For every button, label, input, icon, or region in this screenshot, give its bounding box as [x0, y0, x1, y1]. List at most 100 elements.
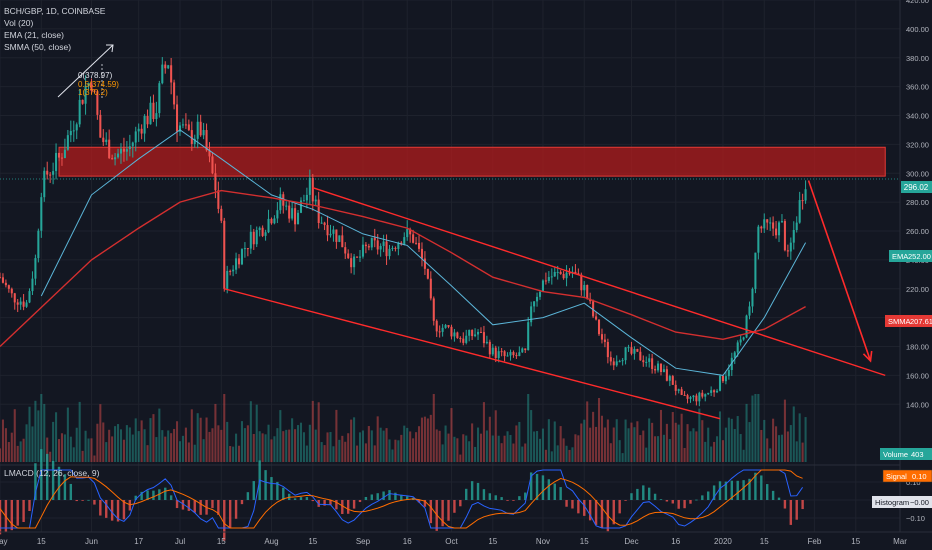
candle-body: [562, 273, 565, 279]
volume-bar: [99, 404, 102, 462]
histogram-bar: [63, 474, 67, 500]
candle-body: [686, 395, 689, 399]
histogram-bar: [665, 500, 669, 502]
histogram-bar: [323, 500, 326, 506]
candle-body: [769, 222, 772, 224]
volume-bar: [31, 426, 34, 462]
histogram-bar: [46, 453, 49, 500]
volume-bar: [297, 425, 300, 462]
volume-bar: [358, 432, 362, 462]
candle-body: [474, 334, 477, 337]
candle-body: [772, 222, 775, 229]
volume-bar: [447, 433, 450, 462]
volume-bar: [252, 433, 255, 462]
volume-bar: [208, 431, 211, 462]
price-tick-label: 380.00: [906, 54, 929, 63]
volume-bar: [84, 430, 87, 462]
candle-body: [55, 152, 58, 172]
smma-legend[interactable]: SMMA (50, close): [4, 42, 71, 52]
candle-body: [158, 83, 161, 114]
volume-bar: [25, 424, 28, 462]
histogram-bar: [724, 481, 728, 500]
candle-body: [10, 288, 13, 294]
volume-bar: [60, 433, 63, 462]
histogram-bar: [488, 493, 492, 500]
candle-body: [530, 306, 533, 323]
fib-label-1: 1(370.2): [78, 88, 108, 97]
histogram-bar: [152, 490, 155, 500]
volume-bar: [373, 445, 376, 462]
volume-bar: [538, 438, 542, 462]
candle-body: [193, 138, 196, 144]
volume-bar: [615, 419, 618, 462]
candle-body: [220, 208, 223, 221]
volume-bar: [751, 395, 754, 462]
candle-body: [595, 316, 598, 320]
candle-body: [152, 102, 155, 119]
price-axis[interactable]: 140.00160.00180.00200.00220.00240.00260.…: [906, 0, 929, 409]
macd-legend[interactable]: LMACD (12, 26, close, 9): [4, 468, 100, 478]
candle-body: [633, 348, 636, 354]
channel-lower-line[interactable]: [224, 288, 721, 420]
candle-body: [603, 339, 606, 342]
candle-body: [117, 153, 120, 158]
candle-body: [364, 244, 367, 247]
histogram-bar: [264, 470, 267, 500]
macd-tick-label: −0.10: [906, 514, 925, 523]
volume-bar: [686, 424, 689, 462]
volume-bar: [792, 406, 795, 462]
volume-bar: [574, 434, 577, 462]
volume-bar: [618, 440, 621, 462]
time-tick-label: 15: [580, 537, 589, 546]
candle-body: [176, 104, 179, 132]
candle-body: [615, 361, 618, 366]
candle-body: [453, 332, 456, 337]
histogram-bar: [583, 500, 586, 516]
volume-bar: [417, 426, 421, 462]
histogram-bar: [217, 500, 220, 515]
candle-body: [19, 301, 22, 305]
candle-body: [114, 157, 117, 160]
volume-bar: [217, 425, 220, 462]
channel-upper-line[interactable]: [312, 187, 886, 377]
volume-bar: [379, 427, 382, 462]
candle-body: [568, 272, 571, 274]
histogram-bar: [429, 500, 433, 524]
candle-body: [763, 219, 766, 229]
histogram-bar: [671, 500, 674, 504]
price-tick-label: 300.00: [906, 169, 929, 178]
volume-bar: [491, 435, 494, 462]
ema-legend[interactable]: EMA (21, close): [4, 30, 64, 40]
histogram-bar: [40, 449, 43, 500]
candle-body: [417, 242, 421, 249]
vol-legend[interactable]: Vol (20): [4, 18, 33, 28]
price-tick-label: 160.00: [906, 371, 929, 380]
candle-body: [420, 248, 423, 259]
time-tick-label: 16: [671, 537, 680, 546]
histogram-bar: [701, 495, 704, 500]
candle-body: [258, 227, 261, 231]
volume-bar: [512, 443, 515, 462]
histogram-bar: [364, 496, 368, 500]
histogram-bar: [636, 488, 639, 500]
volume-bar: [367, 426, 370, 462]
histogram-bar: [223, 500, 226, 541]
histogram-bar: [252, 481, 255, 500]
projection-arrow[interactable]: [807, 180, 873, 363]
candle-body: [323, 222, 326, 226]
candle-body: [264, 232, 267, 236]
candle-body: [81, 99, 84, 104]
candle-body: [804, 189, 807, 201]
time-axis[interactable]: May 15 Jun 17 Jul 15 Aug 15 Sep 16 Oct 15 Nov 15 Dec 16…: [0, 537, 907, 546]
volume-bar: [583, 419, 586, 462]
fib-label-05: 0.5(374.59): [78, 80, 119, 89]
histogram-bar: [57, 466, 61, 500]
volume-bar: [494, 410, 497, 462]
volume-bar: [739, 434, 742, 462]
candle-body: [181, 124, 184, 126]
histogram-bar: [234, 500, 238, 519]
volume-bar: [361, 430, 364, 462]
histogram-bar: [394, 492, 397, 500]
symbol-title[interactable]: BCH/GBP, 1D, COINBASE: [4, 6, 106, 16]
